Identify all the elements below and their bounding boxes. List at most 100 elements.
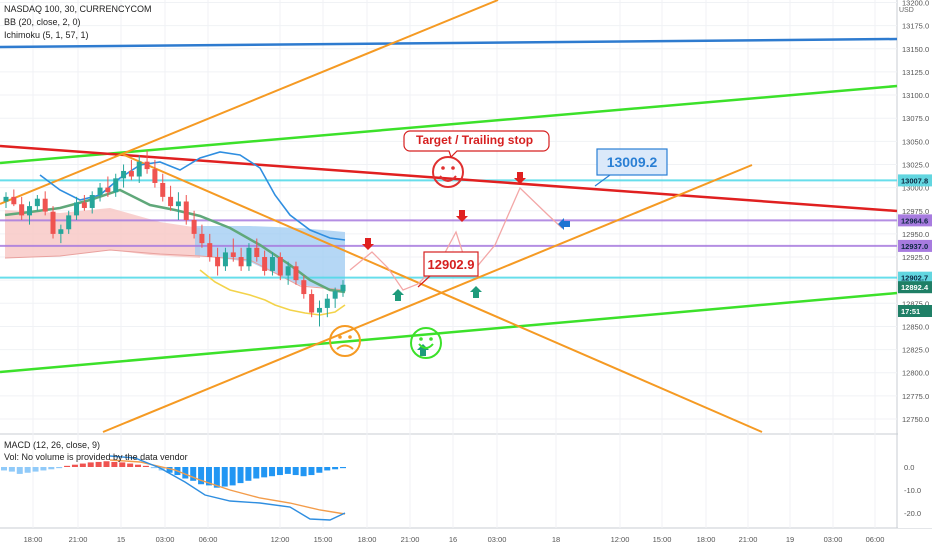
macd-histogram-bar [205, 467, 212, 486]
macd-histogram-bar [48, 467, 55, 470]
macd-histogram-bar [166, 467, 173, 473]
red-trend-line [0, 144, 898, 213]
time-tick-label: 15:00 [653, 535, 672, 544]
price-tick-label: 12775.0 [902, 392, 929, 401]
macd-histogram-bar [261, 467, 268, 478]
candle-body [34, 198, 40, 207]
price-level-tag [898, 281, 932, 294]
candle-body [58, 229, 64, 234]
macd-tick-label: 0.0 [904, 463, 914, 472]
price-axis-bg [898, 0, 932, 528]
candle-body [309, 294, 315, 313]
candle-body [254, 247, 260, 258]
macd-histogram-bar [284, 467, 291, 474]
price-tick-label: 12825.0 [902, 346, 929, 355]
price-callout-red-box [423, 251, 479, 277]
up-arrow-icon [470, 286, 482, 298]
macd-histogram-bar [245, 467, 252, 481]
macd-histogram-bar [316, 467, 323, 473]
price-callout-blue-pointer [594, 174, 611, 187]
candle-body [81, 202, 87, 208]
symbol-legend[interactable]: NASDAQ 100, 30, CURRENCYCOM [4, 4, 152, 14]
candle-body [168, 196, 174, 207]
currency-label: USD [899, 7, 914, 14]
macd-line [109, 455, 346, 521]
time-tick-label: 21:00 [739, 535, 758, 544]
macd-tick-label: -20.0 [904, 509, 921, 518]
candle-body [27, 206, 33, 216]
price-tick-label: 12750.0 [902, 415, 929, 424]
price-level-tag-text: 12937.0 [901, 242, 928, 251]
down-arrow-icon [362, 238, 374, 250]
candle-body [136, 161, 142, 177]
candle-body [262, 257, 268, 271]
orange-ascending-line [102, 164, 753, 433]
time-tick-label: 18 [552, 535, 560, 544]
time-tick-label: 03:00 [824, 535, 843, 544]
time-tick-label: 12:00 [271, 535, 290, 544]
time-tick-label: 12:00 [611, 535, 630, 544]
bb-legend[interactable]: BB (20, close, 2, 0) [4, 17, 81, 27]
blue-trend-line [0, 37, 898, 49]
candle-body [128, 170, 134, 177]
candle-body [191, 220, 197, 234]
time-tick-label: 21:00 [401, 535, 420, 544]
candle-body [11, 196, 17, 205]
green-upper-trend-line [0, 84, 898, 165]
countdown-tag-text: 17:51 [901, 307, 920, 316]
candle-body [269, 257, 275, 271]
candle-body [19, 204, 25, 216]
macd-legend[interactable]: MACD (12, 26, close, 9) [4, 440, 101, 450]
time-tick-label: 18:00 [358, 535, 377, 544]
macd-histogram-bar [213, 467, 220, 488]
lagging-span-yellow [199, 269, 346, 316]
price-tick-label: 13000.0 [902, 184, 929, 193]
target-callout-box [403, 130, 550, 159]
candle-body [121, 170, 127, 179]
price-level-tag-text: 12892.4 [901, 283, 929, 292]
time-tick-label: 03:00 [488, 535, 507, 544]
candle-body [160, 182, 166, 197]
countdown-tag [898, 305, 932, 317]
down-arrow-icon [514, 172, 526, 184]
price-tick-label: 12950.0 [902, 230, 929, 239]
neutral-face-icon [410, 327, 442, 359]
macd-histogram-bar [182, 467, 189, 479]
macd-histogram-bar [292, 467, 299, 476]
ichimoku-legend[interactable]: Ichimoku (5, 1, 57, 1) [4, 30, 89, 40]
volume-legend[interactable]: Vol: No volume is provided by the data v… [4, 452, 188, 462]
macd-histogram-bar [198, 467, 205, 485]
candle-body [183, 201, 189, 221]
candle-body [222, 252, 228, 267]
macd-histogram-bar [103, 461, 110, 467]
price-callout-red-text: 12902.9 [428, 257, 475, 272]
macd-tick-label: -10.0 [904, 486, 921, 495]
time-tick-label: 21:00 [69, 535, 88, 544]
price-callout-blue-text: 13009.2 [607, 154, 658, 170]
macd-histogram-bar [79, 463, 86, 467]
price-tick-label: 12875.0 [902, 299, 929, 308]
price-level-tag [898, 239, 932, 252]
time-tick-label: 15:00 [314, 535, 333, 544]
macd-histogram-bar [95, 461, 102, 467]
macd-histogram-bar [142, 465, 149, 467]
macd-histogram-bar [8, 467, 15, 472]
candle-body [74, 202, 80, 216]
down-arrow-icon [456, 210, 468, 222]
price-tick-label: 12850.0 [902, 322, 929, 331]
price-callout-blue-box [596, 148, 668, 176]
candle-body [97, 187, 103, 196]
candle-body [175, 201, 181, 207]
price-tick-label: 12975.0 [902, 207, 929, 216]
candle-body [340, 284, 346, 292]
candle-body [215, 257, 221, 267]
price-tick-label: 12925.0 [902, 253, 929, 262]
price-tick-label: 13050.0 [902, 137, 929, 146]
candle-body [66, 215, 72, 230]
macd-histogram-bar [1, 467, 7, 471]
price-tick-label: 13125.0 [902, 68, 929, 77]
price-tick-label: 13075.0 [902, 114, 929, 123]
macd-histogram-bar [324, 467, 331, 471]
